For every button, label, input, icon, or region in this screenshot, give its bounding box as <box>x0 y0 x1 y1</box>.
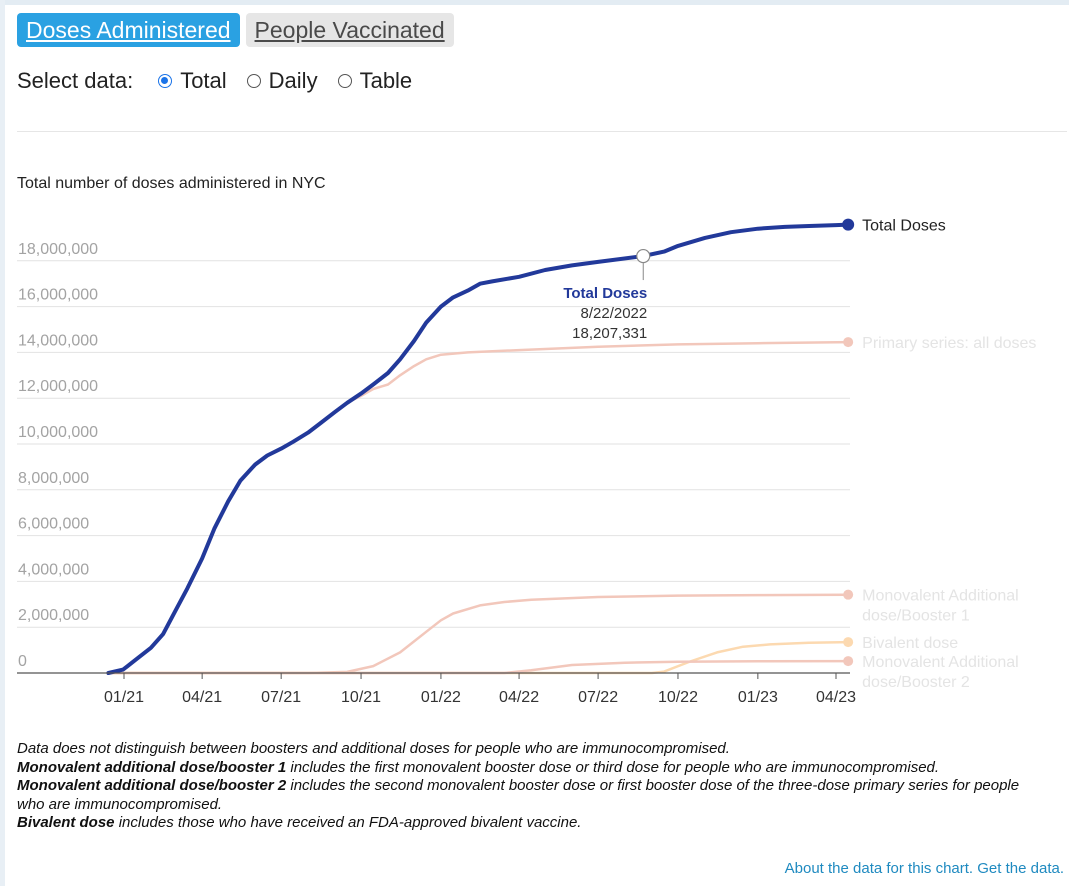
get-data-link[interactable]: Get the data. <box>977 860 1064 877</box>
radio-daily[interactable]: Daily <box>246 68 318 94</box>
radio-daily-label: Daily <box>268 68 318 93</box>
label-layer: 0 2,000,000 4,000,000 6,000,000 8,000,000 10,… <box>18 218 1036 706</box>
radio-table[interactable]: Table <box>337 68 413 94</box>
chart-notes: Data does not distinguish between booste… <box>17 740 1047 833</box>
line-chart: 0 2,000,000 4,000,000 6,000,000 8,000,000 10,… <box>17 218 1036 706</box>
x-tick-label: 07/21 <box>261 689 301 706</box>
note-bold: Monovalent additional dose/booster 2 <box>17 777 287 794</box>
y-tick-label: 10,000,000 <box>18 424 98 441</box>
series-end-marker <box>843 637 854 648</box>
select-data-label: Select data: <box>17 68 134 93</box>
radio-table-circle[interactable] <box>337 74 352 88</box>
y-tick-label: 4,000,000 <box>18 561 89 578</box>
chart-tabs: Doses Administered People Vaccinated <box>17 13 454 47</box>
series-line <box>107 340 850 675</box>
y-tick-label: 0 <box>18 653 27 670</box>
series-end-label: Primary series: all doses <box>862 335 1036 352</box>
x-tick-label: 04/23 <box>816 689 856 706</box>
tooltip-date: 8/22/2022 <box>581 305 648 322</box>
chart-title: Total number of doses administered in NY… <box>17 175 326 192</box>
radio-table-label: Table <box>359 68 413 93</box>
window-top-border <box>0 0 1069 5</box>
note-line: Bivalent dose includes those who have re… <box>17 814 1047 833</box>
note-text: Data does not distinguish between booste… <box>17 740 730 757</box>
window-left-border <box>0 0 5 886</box>
note-bold: Bivalent dose <box>17 814 115 831</box>
note-line: Monovalent additional dose/booster 2 inc… <box>17 777 1047 814</box>
series-end-label-line: Monovalent Additional <box>862 654 1019 671</box>
series-layer <box>106 218 855 675</box>
series-line <box>107 593 850 675</box>
note-line: Monovalent additional dose/booster 1 inc… <box>17 759 1047 778</box>
radio-total-label: Total <box>180 68 227 93</box>
y-tick-label: 8,000,000 <box>18 470 89 487</box>
x-tick-label: 04/21 <box>182 689 222 706</box>
series-end-marker <box>843 337 854 348</box>
series-end-label: Bivalent dose <box>862 635 958 652</box>
section-divider <box>17 131 1067 132</box>
y-tick-label: 12,000,000 <box>18 378 98 395</box>
series-end-label-line: Monovalent Additional <box>862 588 1019 605</box>
series-end-label-line: Total Doses <box>862 218 946 235</box>
note-text: includes the first monovalent booster do… <box>286 758 940 776</box>
about-data-link[interactable]: About the data for this chart. <box>784 860 974 877</box>
series-end-marker <box>843 656 854 667</box>
series-end-label-line: Bivalent dose <box>862 635 958 652</box>
tab-doses-administered[interactable]: Doses Administered <box>17 13 240 47</box>
radio-daily-circle[interactable] <box>246 74 261 88</box>
series-end-label: Total Doses <box>862 218 946 235</box>
axis-layer <box>17 672 850 679</box>
radio-total-circle[interactable] <box>158 74 173 88</box>
x-tick-label: 07/22 <box>578 689 618 706</box>
x-tick-label: 10/22 <box>658 689 698 706</box>
radio-total[interactable]: Total <box>158 68 227 94</box>
y-tick-label: 18,000,000 <box>18 241 98 258</box>
y-tick-label: 16,000,000 <box>18 287 98 304</box>
series-end-label: Monovalent Additional dose/Booster 1 <box>862 588 1019 625</box>
x-tick-label: 01/21 <box>104 689 144 706</box>
tab-people-vaccinated[interactable]: People Vaccinated <box>245 13 454 47</box>
note-text: includes the second monovalent booster d… <box>17 777 1020 813</box>
series-line <box>106 222 851 675</box>
x-tick-label: 01/22 <box>421 689 461 706</box>
series-line <box>107 640 850 675</box>
series-line <box>107 659 850 675</box>
x-tick-label: 04/22 <box>499 689 539 706</box>
footer-links: About the data for this chart. Get the d… <box>785 860 1064 877</box>
note-bold: Monovalent additional dose/booster 1 <box>17 758 287 776</box>
series-end-marker <box>842 218 855 231</box>
series-end-label-line: dose/Booster 2 <box>862 674 970 691</box>
tooltip-marker <box>636 248 651 264</box>
y-tick-label: 14,000,000 <box>18 332 98 349</box>
y-tick-label: 6,000,000 <box>18 516 89 533</box>
x-tick-label: 10/21 <box>341 689 381 706</box>
series-end-label-line: dose/Booster 1 <box>862 608 970 625</box>
x-tick-label: 01/23 <box>738 689 778 706</box>
tooltip-series-name: Total Doses <box>563 285 647 302</box>
note-text: includes those who have received an FDA-… <box>114 814 582 831</box>
series-end-label: Monovalent Additional dose/Booster 2 <box>862 654 1019 691</box>
y-tick-label: 2,000,000 <box>18 607 89 624</box>
tooltip-value: 18,207,331 <box>572 325 647 342</box>
series-end-label-line: Primary series: all doses <box>862 335 1036 352</box>
note-line: Data does not distinguish between booste… <box>17 740 1047 759</box>
select-data-row: Select data: Total Daily Table <box>17 64 432 98</box>
series-end-marker <box>843 589 854 600</box>
